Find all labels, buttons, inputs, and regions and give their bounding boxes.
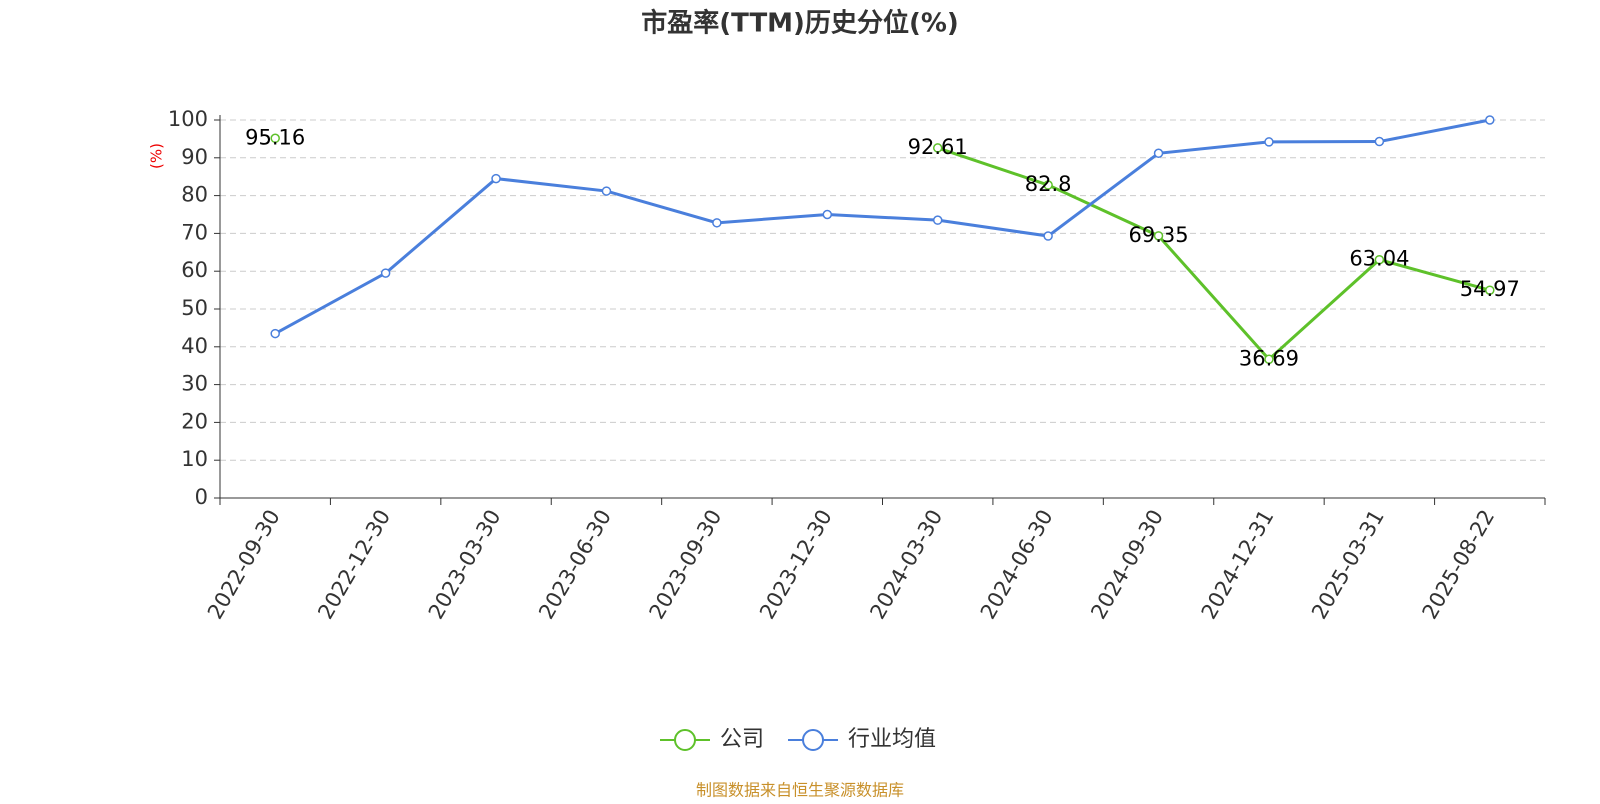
data-point xyxy=(1374,136,1385,147)
data-point xyxy=(601,186,612,196)
y-tick-label: 0 xyxy=(195,485,208,509)
data-point xyxy=(1264,354,1274,365)
data-point xyxy=(1485,115,1495,125)
data-point xyxy=(1153,148,1164,159)
y-tick-label: 90 xyxy=(181,145,208,169)
data-point xyxy=(270,328,280,339)
data-label: 63.04 xyxy=(1349,247,1409,271)
chart-title: 市盈率(TTM)历史分位(%) xyxy=(641,8,959,39)
legend-label: 公司 xyxy=(720,727,764,752)
data-point xyxy=(1485,285,1495,295)
x-tick-label: 2023-12-30 xyxy=(755,506,837,624)
y-tick-label: 10 xyxy=(181,447,208,471)
data-point xyxy=(712,218,722,228)
data-point xyxy=(1043,180,1053,190)
y-tick-label: 20 xyxy=(181,409,208,433)
legend-marker xyxy=(802,729,825,751)
data-point xyxy=(1374,254,1385,265)
data-point xyxy=(380,268,391,278)
data-label: 54.97 xyxy=(1460,277,1520,301)
x-tick-label: 2024-12-31 xyxy=(1197,506,1279,624)
y-tick-label: 50 xyxy=(181,296,208,320)
data-point xyxy=(270,133,280,144)
data-label: 82.8 xyxy=(1025,172,1072,196)
x-tick-label: 2023-03-30 xyxy=(424,505,506,623)
x-tick-label: 2024-06-30 xyxy=(976,506,1058,624)
data-point xyxy=(1153,231,1164,241)
y-tick-label: 40 xyxy=(181,334,208,358)
footer: 制图数据来自恒生聚源数据库 xyxy=(696,781,904,800)
x-tick-label: 2023-06-30 xyxy=(534,506,616,624)
data-label: 95.16 xyxy=(245,125,305,149)
x-tick-label: 2025-03-31 xyxy=(1307,506,1389,624)
x-tick-label: 2024-09-30 xyxy=(1086,506,1168,624)
data-label: 92.61 xyxy=(908,135,968,159)
x-tick-label: 2023-09-30 xyxy=(645,506,727,624)
series-line xyxy=(937,146,1491,362)
legend-label: 行业均值 xyxy=(848,727,936,752)
y-axis-label: (%) xyxy=(148,143,166,169)
x-tick-label: 2022-09-30 xyxy=(203,506,285,624)
data-point xyxy=(932,143,943,153)
y-tick-label: 70 xyxy=(181,220,208,244)
legend-item: 行业均值 xyxy=(788,727,936,752)
x-tick-label: 2025-08-22 xyxy=(1418,506,1500,624)
y-tick-label: 80 xyxy=(181,183,208,207)
legend-marker xyxy=(674,729,696,751)
y-tick-label: 30 xyxy=(181,372,208,396)
data-label: 69.35 xyxy=(1128,223,1188,247)
data-point xyxy=(1043,231,1053,241)
data-point xyxy=(822,209,833,220)
data-point xyxy=(491,173,501,184)
legend-item: 公司 xyxy=(660,727,764,752)
data-point xyxy=(1264,137,1274,147)
data-point xyxy=(932,215,943,225)
y-tick-label: 60 xyxy=(181,258,208,282)
data-label: 36.69 xyxy=(1239,346,1299,370)
series-line xyxy=(274,118,1491,335)
y-tick-label: 100 xyxy=(168,107,208,131)
x-tick-label: 2022-12-30 xyxy=(313,506,395,624)
x-tick-label: 2024-03-30 xyxy=(865,505,947,623)
